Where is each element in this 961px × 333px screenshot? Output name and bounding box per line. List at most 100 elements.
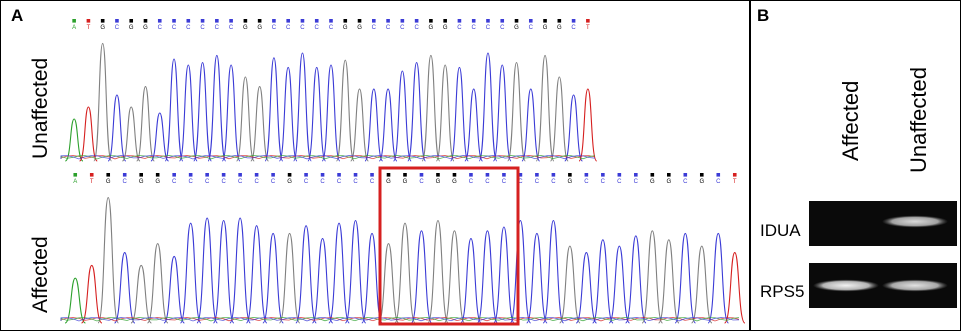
base-call-letter: G: [106, 179, 111, 185]
base-call-letter: G: [403, 179, 408, 185]
panel-b: B Affected Unaffected IDUA RPS5: [750, 0, 961, 331]
base-call-marker: [683, 173, 688, 177]
base-call-letter: C: [518, 179, 523, 185]
base-call-marker: [254, 173, 259, 177]
base-call-marker: [586, 19, 590, 23]
base-call-letter: C: [315, 25, 320, 31]
base-call-marker: [172, 173, 176, 177]
base-call-letter: C: [172, 179, 177, 185]
base-call-marker: [215, 19, 219, 23]
chromatogram-peak: [476, 230, 499, 324]
base-call-letter: C: [617, 179, 622, 185]
chromatogram-peak: [492, 64, 512, 162]
chromatogram-peak: [278, 66, 298, 162]
base-call-letter: C: [370, 179, 375, 185]
chromatogram-traces: A T G C G G C C C C C C G G C C C C C G G C C C C G G C C C C G C G G C T A T G…: [60, 19, 746, 326]
base-call-letter: C: [457, 25, 462, 31]
chromatogram-peak: [207, 54, 227, 162]
base-call-marker: [287, 173, 292, 177]
chromatogram-peak: [328, 222, 350, 324]
gel-band: [882, 279, 948, 292]
base-call-marker: [172, 19, 176, 23]
chromatogram-peak: [113, 252, 136, 324]
base-call-letter: G: [287, 179, 292, 185]
base-call-marker: [584, 173, 589, 177]
base-call-marker: [452, 173, 457, 177]
base-call-letter: C: [529, 25, 534, 31]
base-call-letter: T: [733, 179, 737, 185]
base-call-marker: [100, 19, 105, 23]
base-call-letter: G: [568, 179, 573, 185]
base-call-marker: [716, 173, 721, 177]
base-call-letter: C: [254, 179, 259, 185]
base-call-marker: [386, 19, 390, 23]
base-call-letter: C: [221, 179, 226, 185]
base-call-marker: [486, 19, 490, 23]
chromatogram-peak: [421, 54, 441, 162]
chromatogram-peak: [464, 88, 484, 162]
chromatogram-peak: [136, 86, 155, 162]
base-call-marker: [634, 173, 638, 177]
chromatogram-peak: [361, 232, 383, 324]
base-call-marker: [403, 173, 407, 177]
base-call-marker: [357, 19, 362, 23]
chromatogram-peak: [295, 225, 317, 324]
chromatogram-peak: [592, 239, 614, 324]
base-call-letter: G: [357, 25, 362, 31]
base-call-marker: [514, 19, 519, 23]
base-call-marker: [271, 173, 275, 177]
chromatogram-peak: [344, 220, 367, 324]
base-call-marker: [528, 19, 533, 23]
base-call-marker: [314, 19, 319, 23]
chromatogram-peak: [641, 230, 664, 324]
chromatogram-peak: [262, 232, 284, 324]
chromatogram-peak: [707, 232, 730, 324]
chromatogram-peak: [229, 217, 251, 324]
chromatogram-peak: [311, 237, 334, 324]
chromatogram-peak: [80, 264, 103, 324]
base-call-marker: [304, 173, 308, 177]
panel-a-letter: A: [11, 6, 24, 25]
base-call-marker: [106, 173, 111, 177]
chromatogram-peak: [221, 64, 241, 162]
base-call-letter: T: [586, 25, 590, 31]
base-call-letter: C: [486, 25, 491, 31]
base-call-letter: C: [716, 179, 721, 185]
chromatogram-peak: [549, 76, 569, 162]
base-call-letter: G: [543, 25, 548, 31]
base-call-marker: [543, 19, 547, 23]
chromatogram-peak: [164, 58, 184, 162]
chromatogram-peak: [264, 57, 284, 162]
base-call-marker: [471, 19, 476, 23]
base-call-marker: [557, 19, 562, 23]
chromatogram-peak: [64, 277, 86, 324]
baseline-noise-trace: [60, 317, 740, 322]
base-call-marker: [115, 19, 119, 23]
base-call-marker: [243, 19, 248, 23]
base-call-letter: C: [571, 25, 576, 31]
chromatogram-peak: [245, 225, 268, 324]
base-call-marker: [601, 173, 605, 177]
base-call-marker: [699, 173, 704, 177]
chromatogram-peak: [526, 232, 548, 324]
chromatogram-peak: [130, 264, 152, 324]
base-call-letter: G: [443, 25, 448, 31]
base-call-letter: C: [271, 179, 276, 185]
chromatogram-peak: [507, 62, 526, 162]
base-call-marker: [436, 173, 440, 177]
base-call-marker: [257, 19, 262, 23]
chromatogram-peak: [64, 118, 84, 162]
chromatogram-peak: [178, 64, 198, 162]
base-call-marker: [143, 19, 148, 23]
base-call-letter: G: [557, 25, 562, 31]
base-call-letter: C: [238, 179, 243, 185]
base-call-marker: [188, 173, 193, 177]
base-call-marker: [320, 173, 325, 177]
base-call-marker: [337, 173, 341, 177]
base-call-letter: C: [300, 25, 305, 31]
chromatogram-peak: [407, 62, 427, 162]
base-call-marker: [667, 173, 671, 177]
base-call-letter: G: [386, 179, 391, 185]
base-call-marker: [238, 173, 242, 177]
chromatogram-peak: [307, 66, 327, 162]
